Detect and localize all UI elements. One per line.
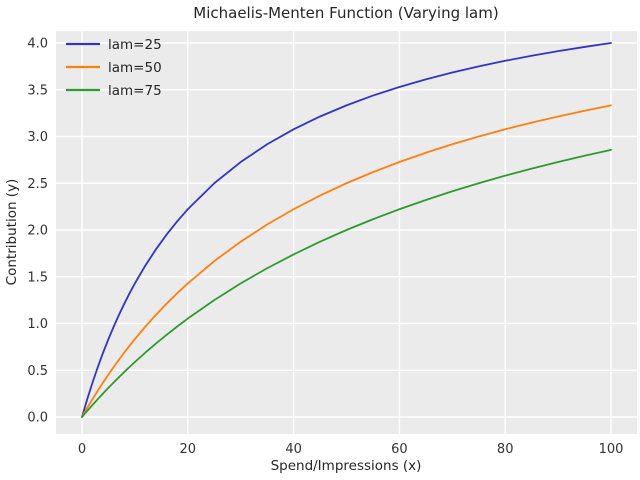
series-line-lam-50 [81, 104, 612, 418]
series-line-lam-75 [81, 148, 612, 418]
y-tick-label: 2.5 [27, 177, 48, 192]
legend-entry-lam50: lam=50 [66, 60, 162, 76]
series-line-lam-25 [81, 42, 612, 418]
legend-entry-lam25: lam=25 [66, 37, 162, 53]
x-tick-label: 60 [391, 442, 408, 457]
x-tick-label: 80 [497, 442, 514, 457]
chart-title: Michaelis-Menten Function (Varying lam) [193, 4, 498, 22]
x-tick-label: 0 [78, 442, 86, 457]
y-tick-label: 3.0 [27, 130, 48, 145]
x-tick-label: 100 [599, 442, 624, 457]
x-tick-label: 20 [180, 442, 197, 457]
y-tick-label: 0.5 [27, 364, 48, 379]
y-tick-label: 0.0 [27, 411, 48, 426]
legend-entry-lam75: lam=75 [66, 83, 162, 99]
y-tick-label: 1.5 [27, 270, 48, 285]
series-curves [81, 42, 612, 418]
legend-label-lam25: lam=25 [108, 37, 162, 53]
legend-label-lam50: lam=50 [108, 60, 162, 76]
y-tick-label: 3.5 [27, 83, 48, 98]
y-tick-label: 2.0 [27, 224, 48, 239]
legend: lam=25 lam=50 lam=75 [66, 37, 162, 99]
y-tick-labels: 0.0 0.5 1.0 1.5 2.0 2.5 3.0 3.5 4.0 [27, 37, 48, 426]
plot-area [56, 31, 637, 434]
x-tick-labels: 0 20 40 60 80 100 [78, 442, 624, 457]
legend-label-lam75: lam=75 [108, 83, 162, 99]
x-tick-label: 40 [285, 442, 302, 457]
y-axis-label: Contribution (y) [4, 179, 20, 286]
y-tick-label: 4.0 [27, 37, 48, 52]
x-axis-label: Spend/Impressions (x) [271, 458, 422, 474]
y-tick-label: 1.0 [27, 317, 48, 332]
